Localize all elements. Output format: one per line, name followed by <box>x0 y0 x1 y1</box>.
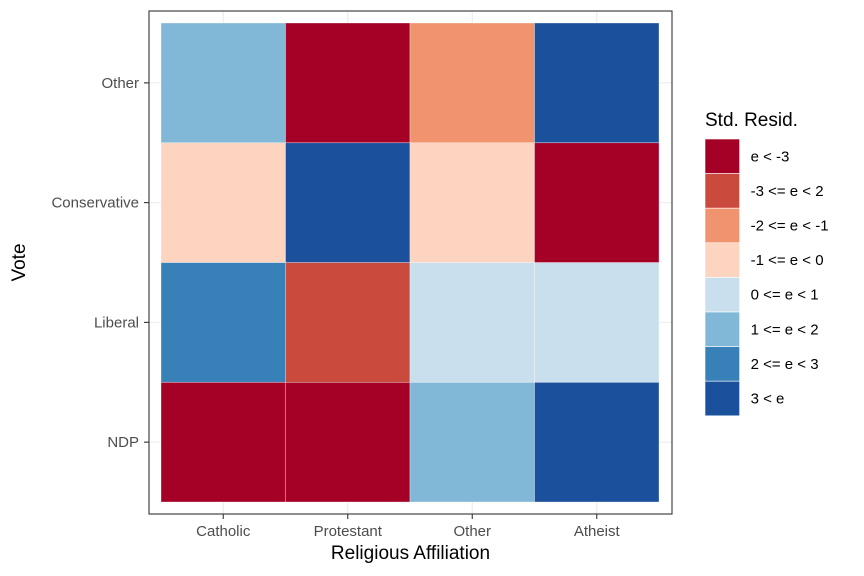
heatmap-cell <box>160 262 286 383</box>
legend-key <box>704 346 740 382</box>
x-axis: Catholic Protestant Other Atheist <box>196 514 621 540</box>
legend-key <box>704 242 740 278</box>
heatmap-cell <box>285 381 411 503</box>
heatmap-cell <box>160 22 286 144</box>
legend-label: e < -3 <box>751 148 790 165</box>
x-tick-label: Other <box>453 523 491 540</box>
x-tick-label: Catholic <box>196 523 251 540</box>
heatmap-cell <box>534 262 660 383</box>
y-tick-label: Other <box>101 75 139 92</box>
legend-key <box>704 138 740 174</box>
heatmap-cell <box>160 381 286 503</box>
legend-label: 3 < e <box>751 391 785 408</box>
legend-label: -2 <= e < -1 <box>751 218 829 235</box>
y-axis: NDP Liberal Conservative Other <box>51 75 149 451</box>
heatmap-cell <box>534 142 660 263</box>
heatmap-cell <box>409 262 535 383</box>
heatmap-cell <box>285 22 411 144</box>
x-axis-title: Religious Affiliation <box>331 543 490 564</box>
legend-key <box>704 173 740 209</box>
heatmap-cell <box>409 142 535 263</box>
legend-key <box>704 277 740 313</box>
x-tick-label: Atheist <box>574 523 621 540</box>
legend-key <box>704 207 740 244</box>
legend-label: 0 <= e < 1 <box>751 287 819 304</box>
heatmap-cell <box>285 142 411 263</box>
y-axis-title: Vote <box>9 243 30 281</box>
legend: e < -3 -3 <= e < 2 -2 <= e < -1 -1 <= e < 0… <box>704 138 829 417</box>
y-tick-label: NDP <box>107 434 139 451</box>
legend-key <box>704 380 740 417</box>
legend-label: 1 <= e < 2 <box>751 321 819 338</box>
legend-label: -1 <= e < 0 <box>751 252 824 269</box>
y-tick-label: Liberal <box>94 314 139 331</box>
legend-label: 2 <= e < 3 <box>751 356 819 373</box>
y-tick-label: Conservative <box>51 195 139 212</box>
heatmap-cell <box>534 22 660 144</box>
x-tick-label: Protestant <box>314 523 383 540</box>
heatmap-cell <box>160 142 286 263</box>
heatmap-cell <box>285 262 411 383</box>
plot-border <box>148 10 673 515</box>
heatmap-cell <box>534 381 660 503</box>
heatmap-cell <box>409 22 535 144</box>
legend-key <box>704 311 740 347</box>
heatmap-cell <box>409 381 535 503</box>
legend-title: Std. Resid. <box>705 110 798 131</box>
legend-label: -3 <= e < 2 <box>751 183 824 200</box>
heatmap-cells <box>160 22 660 503</box>
